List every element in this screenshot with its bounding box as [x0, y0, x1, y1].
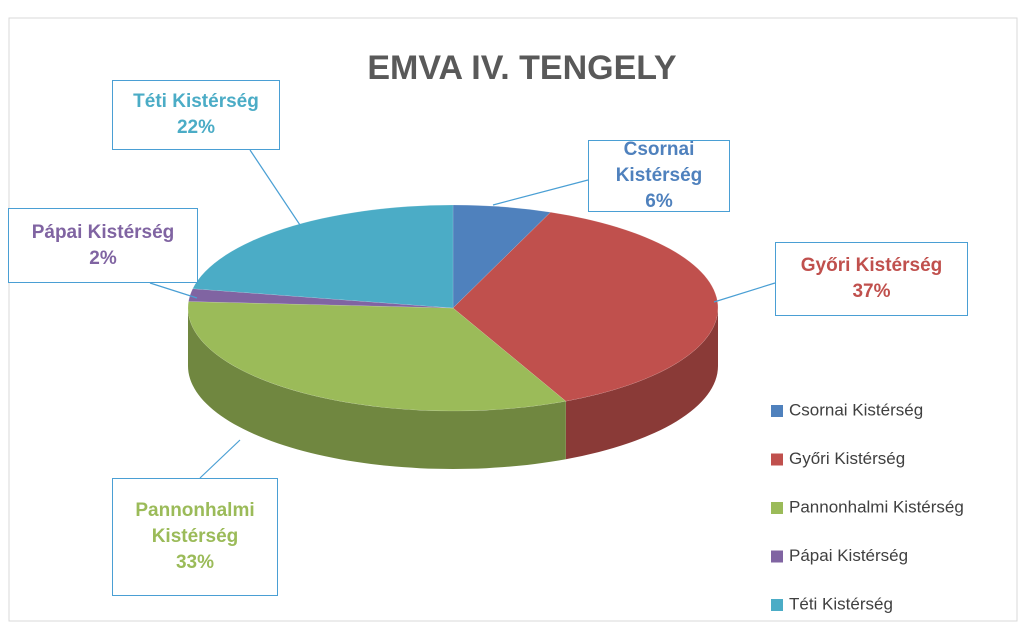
data-label: Pápai Kistérség 2%: [8, 208, 198, 283]
legend-marker: [771, 453, 783, 466]
pie-slice: [192, 204, 454, 309]
data-label-category: Győri Kistérség: [800, 255, 943, 276]
data-label-value: 37%: [852, 281, 891, 302]
leader-line: [249, 149, 301, 226]
pie-slice: [452, 204, 552, 309]
data-label-value: 22%: [176, 117, 216, 138]
legend-label: Pannonhalmi Kistérség: [789, 497, 964, 516]
pie-slice: [187, 301, 567, 412]
data-label: Győri Kistérség 37%: [775, 242, 968, 316]
data-label: Csornai Kistérség 6%: [588, 139, 730, 212]
leader-line: [713, 282, 776, 303]
data-label-category: Pannonhalmi Kistérség: [135, 500, 255, 547]
data-label-category: Téti Kistérség: [133, 91, 259, 112]
legend-label: Csornai Kistérség: [789, 400, 923, 419]
pie-slice-side: [188, 308, 566, 469]
pie-slice: [452, 211, 719, 402]
data-label-value: 33%: [175, 552, 215, 573]
legend-label: Pápai Kistérség: [789, 546, 908, 565]
data-label-category: Csornai Kistérség: [615, 139, 703, 186]
legend-label: Győri Kistérség: [789, 449, 905, 468]
leader-line: [199, 439, 241, 479]
data-label-value: 2%: [89, 247, 117, 269]
legend-marker: [771, 502, 783, 514]
leader-line: [149, 282, 198, 299]
data-label-value: 6%: [645, 191, 673, 212]
legend-marker: [771, 599, 783, 611]
data-label: Téti Kistérség 22%: [112, 80, 280, 150]
pie-slice: [188, 288, 454, 309]
legend-marker: [771, 550, 783, 563]
data-label-category: Pápai Kistérség: [31, 221, 175, 243]
legend-marker: [771, 405, 783, 417]
leader-line: [492, 179, 589, 206]
chart-title: EMVA IV. TENGELY: [367, 49, 677, 87]
pie-slice-side: [565, 308, 718, 460]
data-label: Pannonhalmi Kistérség 33%: [112, 478, 278, 596]
legend-label: Téti Kistérség: [789, 594, 893, 613]
